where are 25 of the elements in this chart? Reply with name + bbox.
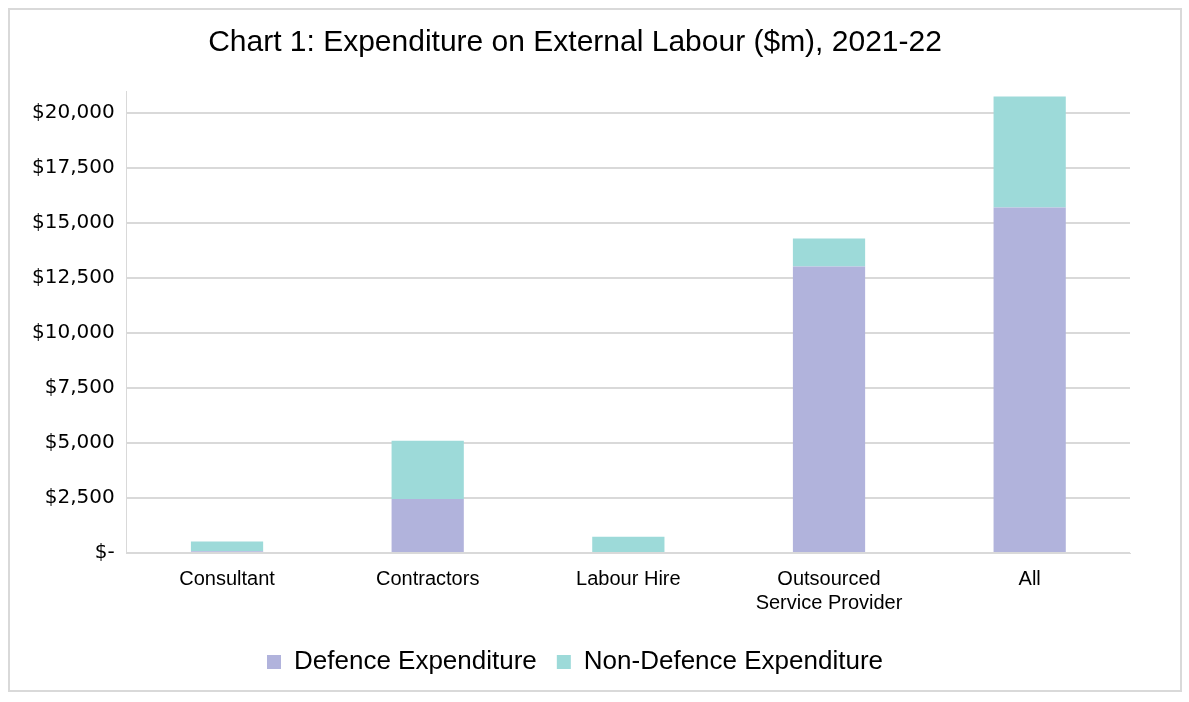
- y-tick-label: $5,000: [44, 429, 115, 454]
- bar: [391, 498, 464, 552]
- bar: [993, 207, 1066, 552]
- x-tick-label: All: [1018, 566, 1041, 589]
- x-tick-label: Outsourced Service Provider: [755, 566, 903, 613]
- bar: [592, 536, 665, 552]
- bar: [792, 238, 866, 267]
- bar: [993, 96, 1066, 208]
- y-tick-label: $20,000: [31, 99, 115, 124]
- legend-label: Non-Defence Expenditure: [583, 645, 884, 676]
- x-tick-label: Labour Hire: [576, 566, 681, 589]
- bar: [792, 266, 866, 552]
- x-tick-label: Consultant: [179, 566, 276, 589]
- y-tick-label: $15,000: [31, 209, 115, 234]
- y-tick-label: $10,000: [31, 319, 115, 344]
- legend-label: Defence Expenditure: [294, 645, 537, 676]
- bar: [190, 541, 264, 552]
- y-tick-label: $7,500: [44, 374, 115, 399]
- y-tick-label: $-: [94, 539, 115, 564]
- bar: [391, 440, 464, 499]
- x-tick-label: Contractors: [376, 566, 480, 589]
- y-tick-label: $17,500: [31, 154, 115, 179]
- chart-title: Chart 1: Expenditure on External Labour ($m), 2021-22: [208, 24, 942, 58]
- y-tick-label: $12,500: [31, 264, 115, 289]
- y-tick-label: $2,500: [44, 484, 115, 509]
